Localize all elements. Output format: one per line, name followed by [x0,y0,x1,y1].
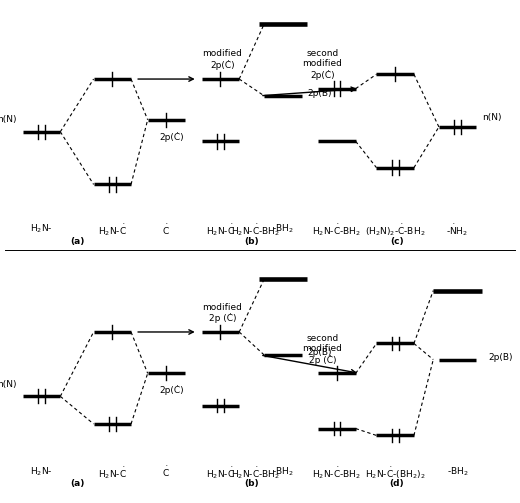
Text: modified
2p (Ċ): modified 2p (Ċ) [203,303,242,323]
Text: (a): (a) [70,479,84,488]
Text: 2p(Ċ): 2p(Ċ) [159,385,184,395]
Text: H$_2$N-$\dot{\rm C}$: H$_2$N-$\dot{\rm C}$ [206,223,235,238]
Text: (H$_2$N)$_2$-$\dot{\rm C}$-BH$_2$: (H$_2$N)$_2$-$\dot{\rm C}$-BH$_2$ [365,223,425,238]
Text: modified
2p(Ċ): modified 2p(Ċ) [203,49,242,70]
Text: -BH$_2$: -BH$_2$ [272,223,294,235]
Text: H$_2$N-$\dot{\rm C}$-BH$_2$: H$_2$N-$\dot{\rm C}$-BH$_2$ [231,223,280,238]
Text: (c): (c) [390,237,404,246]
Text: 2p(B): 2p(B) [488,353,513,362]
Text: n(N): n(N) [0,115,17,124]
Text: H$_2$N-$\dot{\rm C}$-BH$_2$: H$_2$N-$\dot{\rm C}$-BH$_2$ [313,465,361,481]
Text: -$\dot{\rm N}$H$_2$: -$\dot{\rm N}$H$_2$ [447,223,469,238]
Text: (b): (b) [244,237,259,246]
Text: second
modified
2p(Ċ): second modified 2p(Ċ) [303,49,342,79]
Text: H$_2$N-$\dot{\rm C}$-BH$_2$: H$_2$N-$\dot{\rm C}$-BH$_2$ [231,465,280,481]
Text: -BH$_2$: -BH$_2$ [272,465,294,478]
Text: n(N): n(N) [483,113,502,122]
Text: H$_2$N-$\dot{\rm C}$-BH$_2$: H$_2$N-$\dot{\rm C}$-BH$_2$ [313,223,361,238]
Text: -BH$_2$: -BH$_2$ [447,465,469,478]
Text: $\dot{\rm C}$: $\dot{\rm C}$ [162,223,171,237]
Text: H$_2$N-$\dot{\rm C}$: H$_2$N-$\dot{\rm C}$ [206,465,235,481]
Text: 2p(Ċ): 2p(Ċ) [159,132,184,142]
Text: (b): (b) [244,479,259,488]
Text: H$_2$N-$\dot{\rm C}$-(BH$_2$)$_2$: H$_2$N-$\dot{\rm C}$-(BH$_2$)$_2$ [365,465,425,481]
Text: H$_2$N-: H$_2$N- [30,223,53,235]
Text: second
modified
2p (Ċ): second modified 2p (Ċ) [303,334,342,365]
Text: H$_2$N-: H$_2$N- [30,465,53,478]
Text: H$_2$N-$\dot{\rm C}$: H$_2$N-$\dot{\rm C}$ [98,465,127,481]
Text: 2p(B): 2p(B) [308,348,332,357]
Text: $\dot{\rm C}$: $\dot{\rm C}$ [162,465,171,479]
Text: (d): (d) [389,479,404,488]
Text: n(N): n(N) [0,380,17,389]
Text: H$_2$N-$\dot{\rm C}$: H$_2$N-$\dot{\rm C}$ [98,223,127,238]
Text: 2p(B): 2p(B) [308,89,332,98]
Text: (a): (a) [70,237,84,246]
